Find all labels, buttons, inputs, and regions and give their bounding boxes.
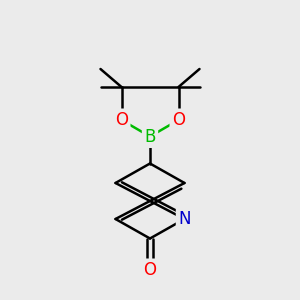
Text: B: B	[144, 128, 156, 146]
Text: N: N	[178, 210, 191, 228]
Text: O: O	[172, 111, 185, 129]
Text: O: O	[115, 111, 128, 129]
Text: O: O	[143, 261, 157, 279]
